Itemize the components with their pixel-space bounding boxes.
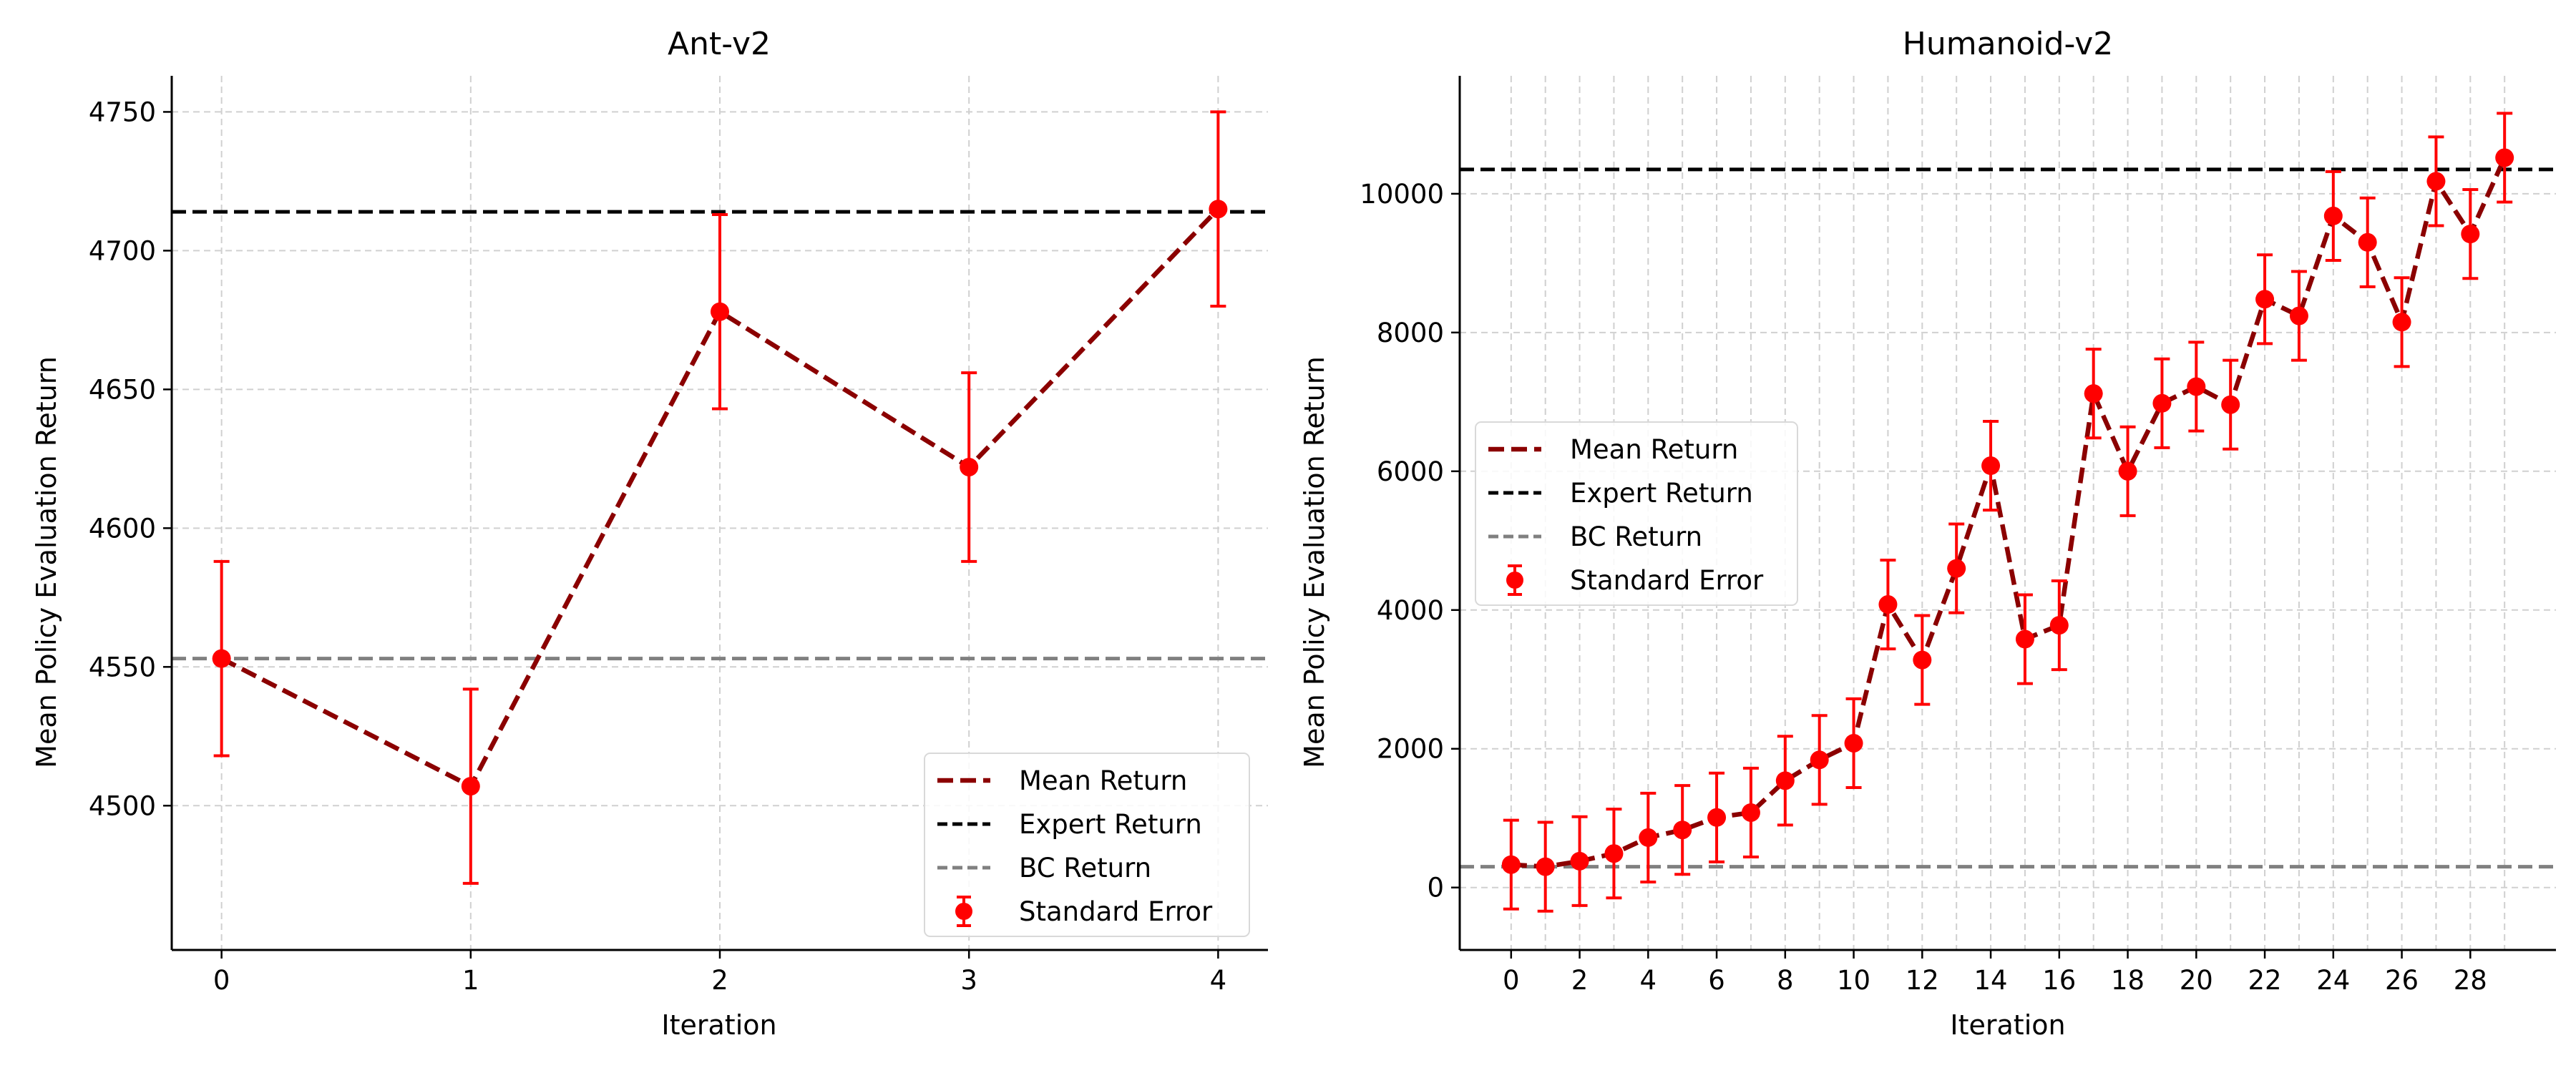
data-point [2426, 172, 2446, 191]
y-tick-label: 4600 [89, 513, 156, 544]
legend-label: BC Return [1570, 521, 1702, 552]
x-tick-label: 1 [462, 965, 479, 996]
x-tick-label: 16 [2042, 965, 2076, 996]
data-point [212, 649, 231, 668]
data-point [1981, 456, 2001, 476]
legend-label: BC Return [1019, 853, 1151, 883]
y-axis-label: Mean Policy Evaluation Return [31, 356, 62, 768]
x-tick-label: 3 [960, 965, 977, 996]
x-tick-label: 24 [2316, 965, 2350, 996]
data-point [2461, 225, 2480, 244]
x-axis-label: Iteration [661, 1009, 776, 1041]
x-tick-label: 26 [2385, 965, 2419, 996]
legend: Mean Return Expert Return BC Return Standar… [924, 753, 1250, 937]
data-point [960, 457, 979, 476]
y-tick-label: 0 [1427, 873, 1444, 903]
data-point [1673, 820, 1692, 840]
data-point [1947, 559, 1966, 578]
data-point [2015, 629, 2034, 649]
data-point [1639, 828, 1658, 847]
x-axis-label: Iteration [1950, 1009, 2065, 1041]
data-point [2392, 313, 2411, 332]
data-point [1844, 733, 1863, 753]
data-point [2187, 377, 2206, 396]
legend-label: Mean Return [1019, 765, 1187, 796]
data-point [711, 302, 729, 321]
data-point [1536, 857, 1555, 876]
data-point [2049, 616, 2069, 635]
y-tick-label: 10000 [1360, 179, 1444, 210]
data-point [2495, 148, 2514, 167]
data-point [2323, 206, 2343, 225]
data-point [461, 777, 480, 796]
chart-title: Humanoid-v2 [1903, 26, 2114, 62]
y-tick-label: 4650 [89, 374, 156, 405]
legend-swatch-marker [955, 903, 972, 920]
chart-title: Ant-v2 [668, 26, 771, 62]
y-tick-label: 4550 [89, 652, 156, 682]
x-tick-label: 28 [2454, 965, 2487, 996]
y-tick-label: 4750 [89, 97, 156, 127]
chart-panel-humanoid-v2: Humanoid-v2 Iteration Mean Policy Evalua… [1299, 26, 2556, 1041]
data-point [2221, 395, 2240, 414]
x-tick-label: 6 [1708, 965, 1725, 996]
data-point [1775, 771, 1795, 790]
x-tick-label: 22 [2248, 965, 2282, 996]
y-tick-label: 4500 [89, 790, 156, 821]
data-point [2255, 290, 2275, 309]
y-tick-label: 6000 [1377, 456, 1444, 487]
data-point [1570, 851, 1589, 871]
y-tick-label: 4700 [89, 235, 156, 266]
x-tick-label: 8 [1777, 965, 1794, 996]
legend-box [924, 753, 1250, 937]
x-tick-label: 0 [1503, 965, 1520, 996]
x-tick-label: 10 [1837, 965, 1870, 996]
data-point [1209, 200, 1228, 219]
x-tick-label: 0 [213, 965, 230, 996]
data-point [1707, 808, 1727, 827]
x-tick-label: 14 [1974, 965, 2008, 996]
legend-label: Expert Return [1570, 478, 1753, 509]
y-tick-label: 2000 [1377, 734, 1444, 765]
y-tick-label: 8000 [1377, 318, 1444, 348]
y-axis-label: Mean Policy Evaluation Return [1299, 356, 1330, 768]
legend: Mean Return Expert Return BC Return Standar… [1475, 421, 1798, 606]
chart-panel-ant-v2: Ant-v2 Iteration Mean Policy Evaluation … [31, 26, 1268, 1041]
legend-label: Mean Return [1570, 434, 1738, 465]
data-point [1878, 595, 1898, 614]
data-point [1501, 855, 1521, 874]
data-point [2152, 393, 2172, 413]
data-point [2358, 232, 2377, 252]
data-point [2084, 384, 2103, 403]
x-tick-label: 4 [1210, 965, 1227, 996]
data-point [2289, 306, 2308, 325]
data-point [1810, 750, 1829, 770]
y-tick-label: 4000 [1377, 595, 1444, 626]
legend-label: Standard Error [1019, 896, 1213, 927]
x-tick-label: 20 [2180, 965, 2213, 996]
data-point [2118, 461, 2137, 481]
legend-swatch-marker [1506, 572, 1523, 589]
data-point [1741, 803, 1760, 822]
legend-label: Expert Return [1019, 809, 1202, 840]
legend-label: Standard Error [1570, 565, 1764, 596]
x-tick-label: 12 [1906, 965, 1939, 996]
x-tick-label: 18 [2111, 965, 2145, 996]
x-tick-label: 2 [1571, 965, 1589, 996]
data-point [1604, 844, 1624, 863]
x-tick-label: 2 [711, 965, 728, 996]
data-point [1913, 650, 1932, 670]
x-tick-label: 4 [1640, 965, 1657, 996]
legend-box [1475, 421, 1798, 606]
